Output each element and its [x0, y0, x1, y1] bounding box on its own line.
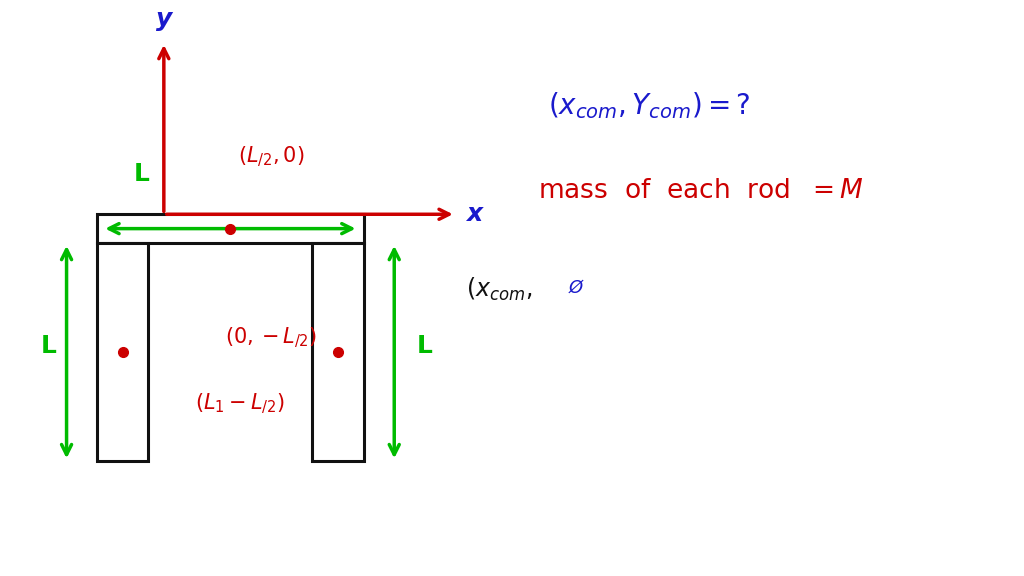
Text: y: y — [156, 6, 172, 31]
Text: $(0, -L_{/2})$: $(0, -L_{/2})$ — [225, 325, 317, 350]
Text: $(L_{1} - L_{/2})$: $(L_{1} - L_{/2})$ — [195, 392, 284, 416]
Bar — [97, 214, 364, 243]
Text: L: L — [133, 162, 150, 186]
Text: L: L — [417, 334, 433, 358]
Bar — [97, 243, 148, 461]
Text: $(x_{com}, Y_{com}) = ?$: $(x_{com}, Y_{com}) = ?$ — [548, 90, 751, 120]
Bar — [312, 243, 364, 461]
Text: $(x_{com},$: $(x_{com},$ — [466, 275, 532, 302]
Text: x: x — [466, 202, 482, 226]
Text: $(L_{/2}, 0)$: $(L_{/2}, 0)$ — [239, 145, 304, 169]
Text: L: L — [41, 334, 57, 358]
Text: mass  of  each  rod  $= M$: mass of each rod $= M$ — [538, 179, 863, 204]
Text: Ø: Ø — [568, 279, 583, 297]
